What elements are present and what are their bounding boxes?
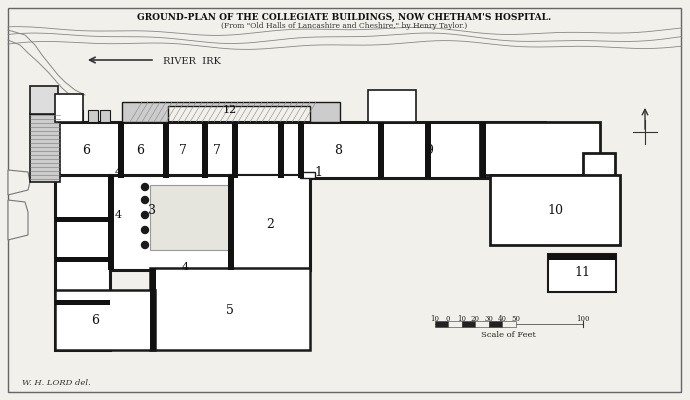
Text: W. H. LORD del.: W. H. LORD del. [22, 379, 90, 387]
Bar [73, 110, 83, 122]
Bar [228, 175, 234, 270]
Text: 11: 11 [574, 266, 590, 280]
Text: 100: 100 [576, 315, 590, 323]
Text: 7: 7 [213, 144, 221, 156]
Polygon shape [8, 200, 28, 240]
Text: 10: 10 [430, 315, 439, 323]
Polygon shape [8, 170, 30, 195]
Text: 3: 3 [148, 204, 156, 216]
Bar [298, 122, 304, 178]
Text: 50: 50 [511, 315, 520, 323]
Circle shape [141, 196, 148, 204]
Text: 9: 9 [425, 144, 433, 156]
Bar [30, 114, 60, 182]
Text: 2: 2 [266, 218, 274, 232]
Text: 5: 5 [226, 304, 234, 316]
Bar [583, 153, 615, 225]
Text: 6: 6 [137, 144, 144, 156]
Text: GROUND-PLAN OF THE COLLEGIATE BUILDINGS, NOW CHETHAM'S HOSPITAL.: GROUND-PLAN OF THE COLLEGIATE BUILDINGS,… [137, 13, 551, 22]
Bar [489, 321, 502, 327]
Text: 10: 10 [547, 204, 563, 216]
Bar [55, 300, 110, 305]
Text: 20: 20 [471, 315, 480, 323]
Bar [480, 122, 486, 178]
Bar [108, 175, 114, 270]
Text: 12: 12 [223, 105, 237, 115]
Bar [55, 175, 110, 350]
Text: 6: 6 [83, 144, 90, 156]
Text: Scale of Feet: Scale of Feet [482, 331, 536, 339]
Text: (From "Old Halls of Lancashire and Cheshire," by Henry Taylor.): (From "Old Halls of Lancashire and Chesh… [221, 22, 467, 30]
Bar [490, 175, 620, 245]
Text: 6: 6 [91, 314, 99, 326]
Bar [300, 172, 315, 178]
Circle shape [141, 212, 148, 218]
Circle shape [141, 184, 148, 190]
Bar [548, 254, 616, 260]
Bar [55, 94, 83, 122]
Bar [202, 122, 208, 178]
Text: 4: 4 [115, 167, 121, 177]
Bar [58, 110, 68, 122]
Text: 7: 7 [179, 144, 186, 156]
Bar [30, 86, 58, 114]
Bar [150, 268, 156, 350]
Bar [100, 110, 110, 122]
Bar [502, 321, 515, 327]
Bar [110, 175, 310, 270]
Bar [425, 122, 431, 178]
Polygon shape [122, 102, 340, 122]
Text: 10: 10 [457, 315, 466, 323]
Bar [548, 254, 616, 292]
Bar [278, 122, 284, 178]
Bar [55, 217, 110, 222]
Text: 40: 40 [497, 315, 506, 323]
Bar [480, 122, 486, 175]
Bar [150, 185, 230, 250]
Text: 4: 4 [115, 210, 121, 220]
Bar [118, 122, 124, 178]
Text: 8: 8 [334, 144, 342, 156]
Bar [232, 122, 238, 178]
Text: RIVER  IRK: RIVER IRK [163, 56, 221, 66]
Bar [448, 321, 462, 327]
Bar [88, 110, 98, 122]
Circle shape [141, 226, 148, 234]
Bar [435, 321, 448, 327]
Bar [480, 122, 600, 175]
Bar [55, 290, 155, 350]
Text: 30: 30 [484, 315, 493, 323]
Text: 1: 1 [314, 166, 322, 178]
Bar [55, 122, 545, 178]
Text: 4: 4 [181, 262, 188, 272]
Bar [150, 268, 310, 350]
Bar [368, 90, 416, 122]
Bar [55, 257, 110, 262]
Bar [475, 321, 489, 327]
Circle shape [141, 242, 148, 248]
Bar [230, 175, 310, 270]
Bar [163, 122, 169, 178]
Bar [462, 321, 475, 327]
Bar [378, 122, 384, 178]
Text: 0: 0 [446, 315, 451, 323]
